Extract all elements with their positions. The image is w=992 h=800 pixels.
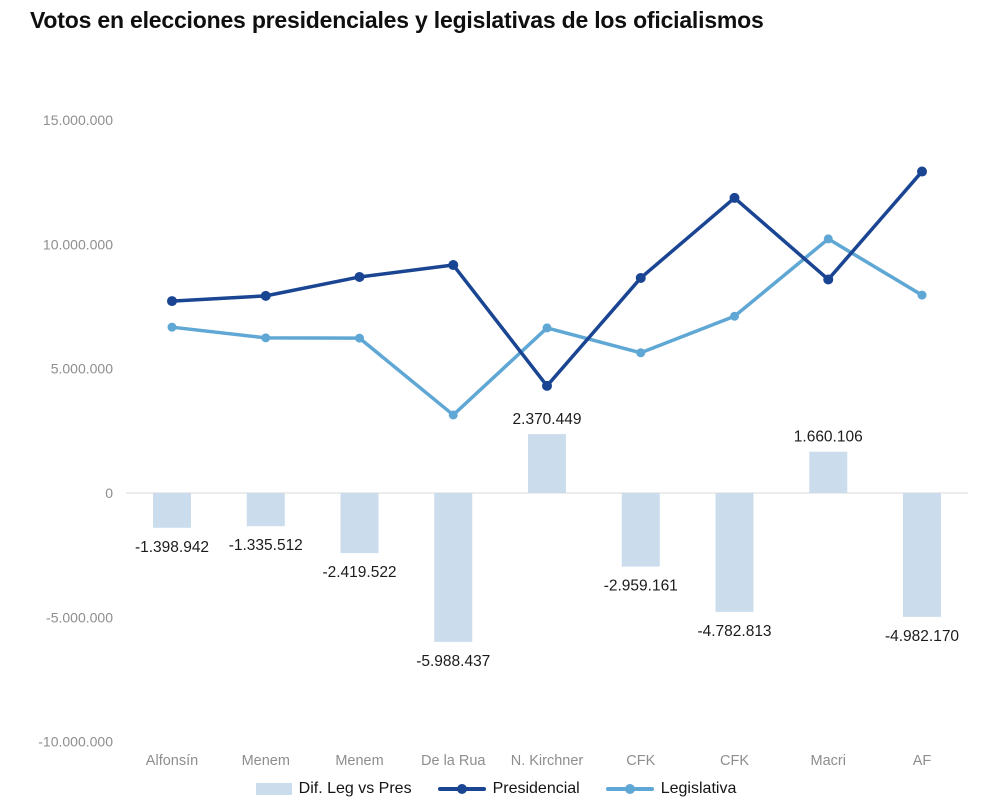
- legend-item-legislativa: Legislativa: [605, 780, 737, 798]
- legislativa-point-6: [730, 311, 739, 321]
- legislativa-point-7: [823, 234, 833, 244]
- legislativa-point-4: [542, 323, 552, 333]
- diff-bar-4: [528, 434, 566, 493]
- diff-bar-7: [809, 451, 848, 493]
- diff-bar-value-label-3: -5.988.437: [416, 653, 490, 670]
- diff-bar-value-label-7: 1.660.106: [794, 429, 863, 446]
- legislativa-point-1: [261, 333, 271, 343]
- diff-bar-value-label-6: -4.782.813: [697, 623, 771, 640]
- legend-item-presidencial: Presidencial: [437, 780, 580, 798]
- y-tick-label-3: 0: [105, 485, 113, 501]
- y-tick-label-1: 10.000.000: [43, 236, 113, 252]
- x-category-label-2: Menem: [335, 753, 383, 769]
- legislativa-point-5: [636, 348, 646, 358]
- dot-icon: [456, 784, 467, 794]
- diff-bar-value-label-0: -1.398.942: [135, 539, 209, 556]
- presidencial-point-8: [917, 166, 927, 177]
- diff-bar-2: [340, 493, 379, 554]
- diff-bar-value-label-5: -2.959.161: [604, 578, 678, 595]
- legend-label-diff: Dif. Leg vs Pres: [298, 780, 412, 797]
- plot-area: 15.000.000 10.000.000 5.000.000 0 -5.000.000…: [38, 112, 968, 769]
- presidencial-point-3: [448, 260, 459, 271]
- legend-item-diff: Dif. Leg vs Pres: [255, 780, 412, 798]
- legislativa-point-2: [355, 333, 364, 343]
- x-category-label-8: AF: [913, 753, 932, 769]
- diff-bar-0: [153, 493, 191, 528]
- x-category-label-4: N. Kirchner: [511, 753, 584, 769]
- x-category-label-5: CFK: [626, 753, 655, 769]
- diff-bar-value-label-4: 2.370.449: [513, 411, 582, 428]
- y-tick-label-4: -5.000.000: [46, 609, 113, 625]
- dot-icon: [624, 784, 635, 794]
- presidencial-point-1: [260, 290, 271, 301]
- diff-bar-8: [903, 493, 941, 617]
- y-tick-label-5: -10.000.000: [38, 734, 113, 750]
- diff-bar-6: [715, 493, 754, 612]
- chart-title: Votos en elecciones presidenciales y leg…: [30, 7, 764, 33]
- line-dot-dark-icon: [437, 784, 486, 794]
- diff-bar-value-label-8: -4.982.170: [885, 628, 959, 645]
- diff-bar-1: [246, 493, 285, 527]
- x-category-label-0: Alfonsín: [146, 753, 198, 769]
- presidencial-line: [170, 169, 924, 388]
- legend-label-presidencial: Presidencial: [492, 780, 580, 797]
- legislativa-point-3: [448, 410, 458, 420]
- diff-bar-3: [434, 493, 473, 642]
- y-tick-label-2: 5.000.000: [51, 361, 113, 377]
- diff-bar-value-label-1: -1.335.512: [229, 537, 303, 554]
- legislativa-point-0: [167, 322, 177, 332]
- bar-swatch-icon: [255, 783, 292, 795]
- diff-bar-5: [621, 493, 660, 567]
- x-category-label-6: CFK: [720, 753, 749, 769]
- legend: Dif. Leg vs Pres Presidencial Legislativ…: [0, 780, 992, 798]
- line-dot-light-icon: [605, 784, 654, 794]
- presidencial-point-7: [823, 274, 834, 285]
- x-category-label-1: Menem: [242, 753, 290, 769]
- legislativa-point-8: [917, 290, 927, 300]
- presidencial-point-2: [354, 271, 365, 282]
- presidencial-point-5: [635, 272, 646, 283]
- presidencial-point-0: [167, 296, 177, 307]
- x-category-label-7: Macri: [811, 753, 846, 769]
- y-tick-label-0: 15.000.000: [43, 112, 113, 128]
- diff-bar-value-label-2: -2.419.522: [322, 564, 396, 581]
- presidencial-point-6: [729, 192, 740, 203]
- x-category-label-3: De la Rua: [421, 753, 486, 769]
- legend-label-legislativa: Legislativa: [660, 780, 737, 797]
- presidencial-point-4: [542, 380, 552, 391]
